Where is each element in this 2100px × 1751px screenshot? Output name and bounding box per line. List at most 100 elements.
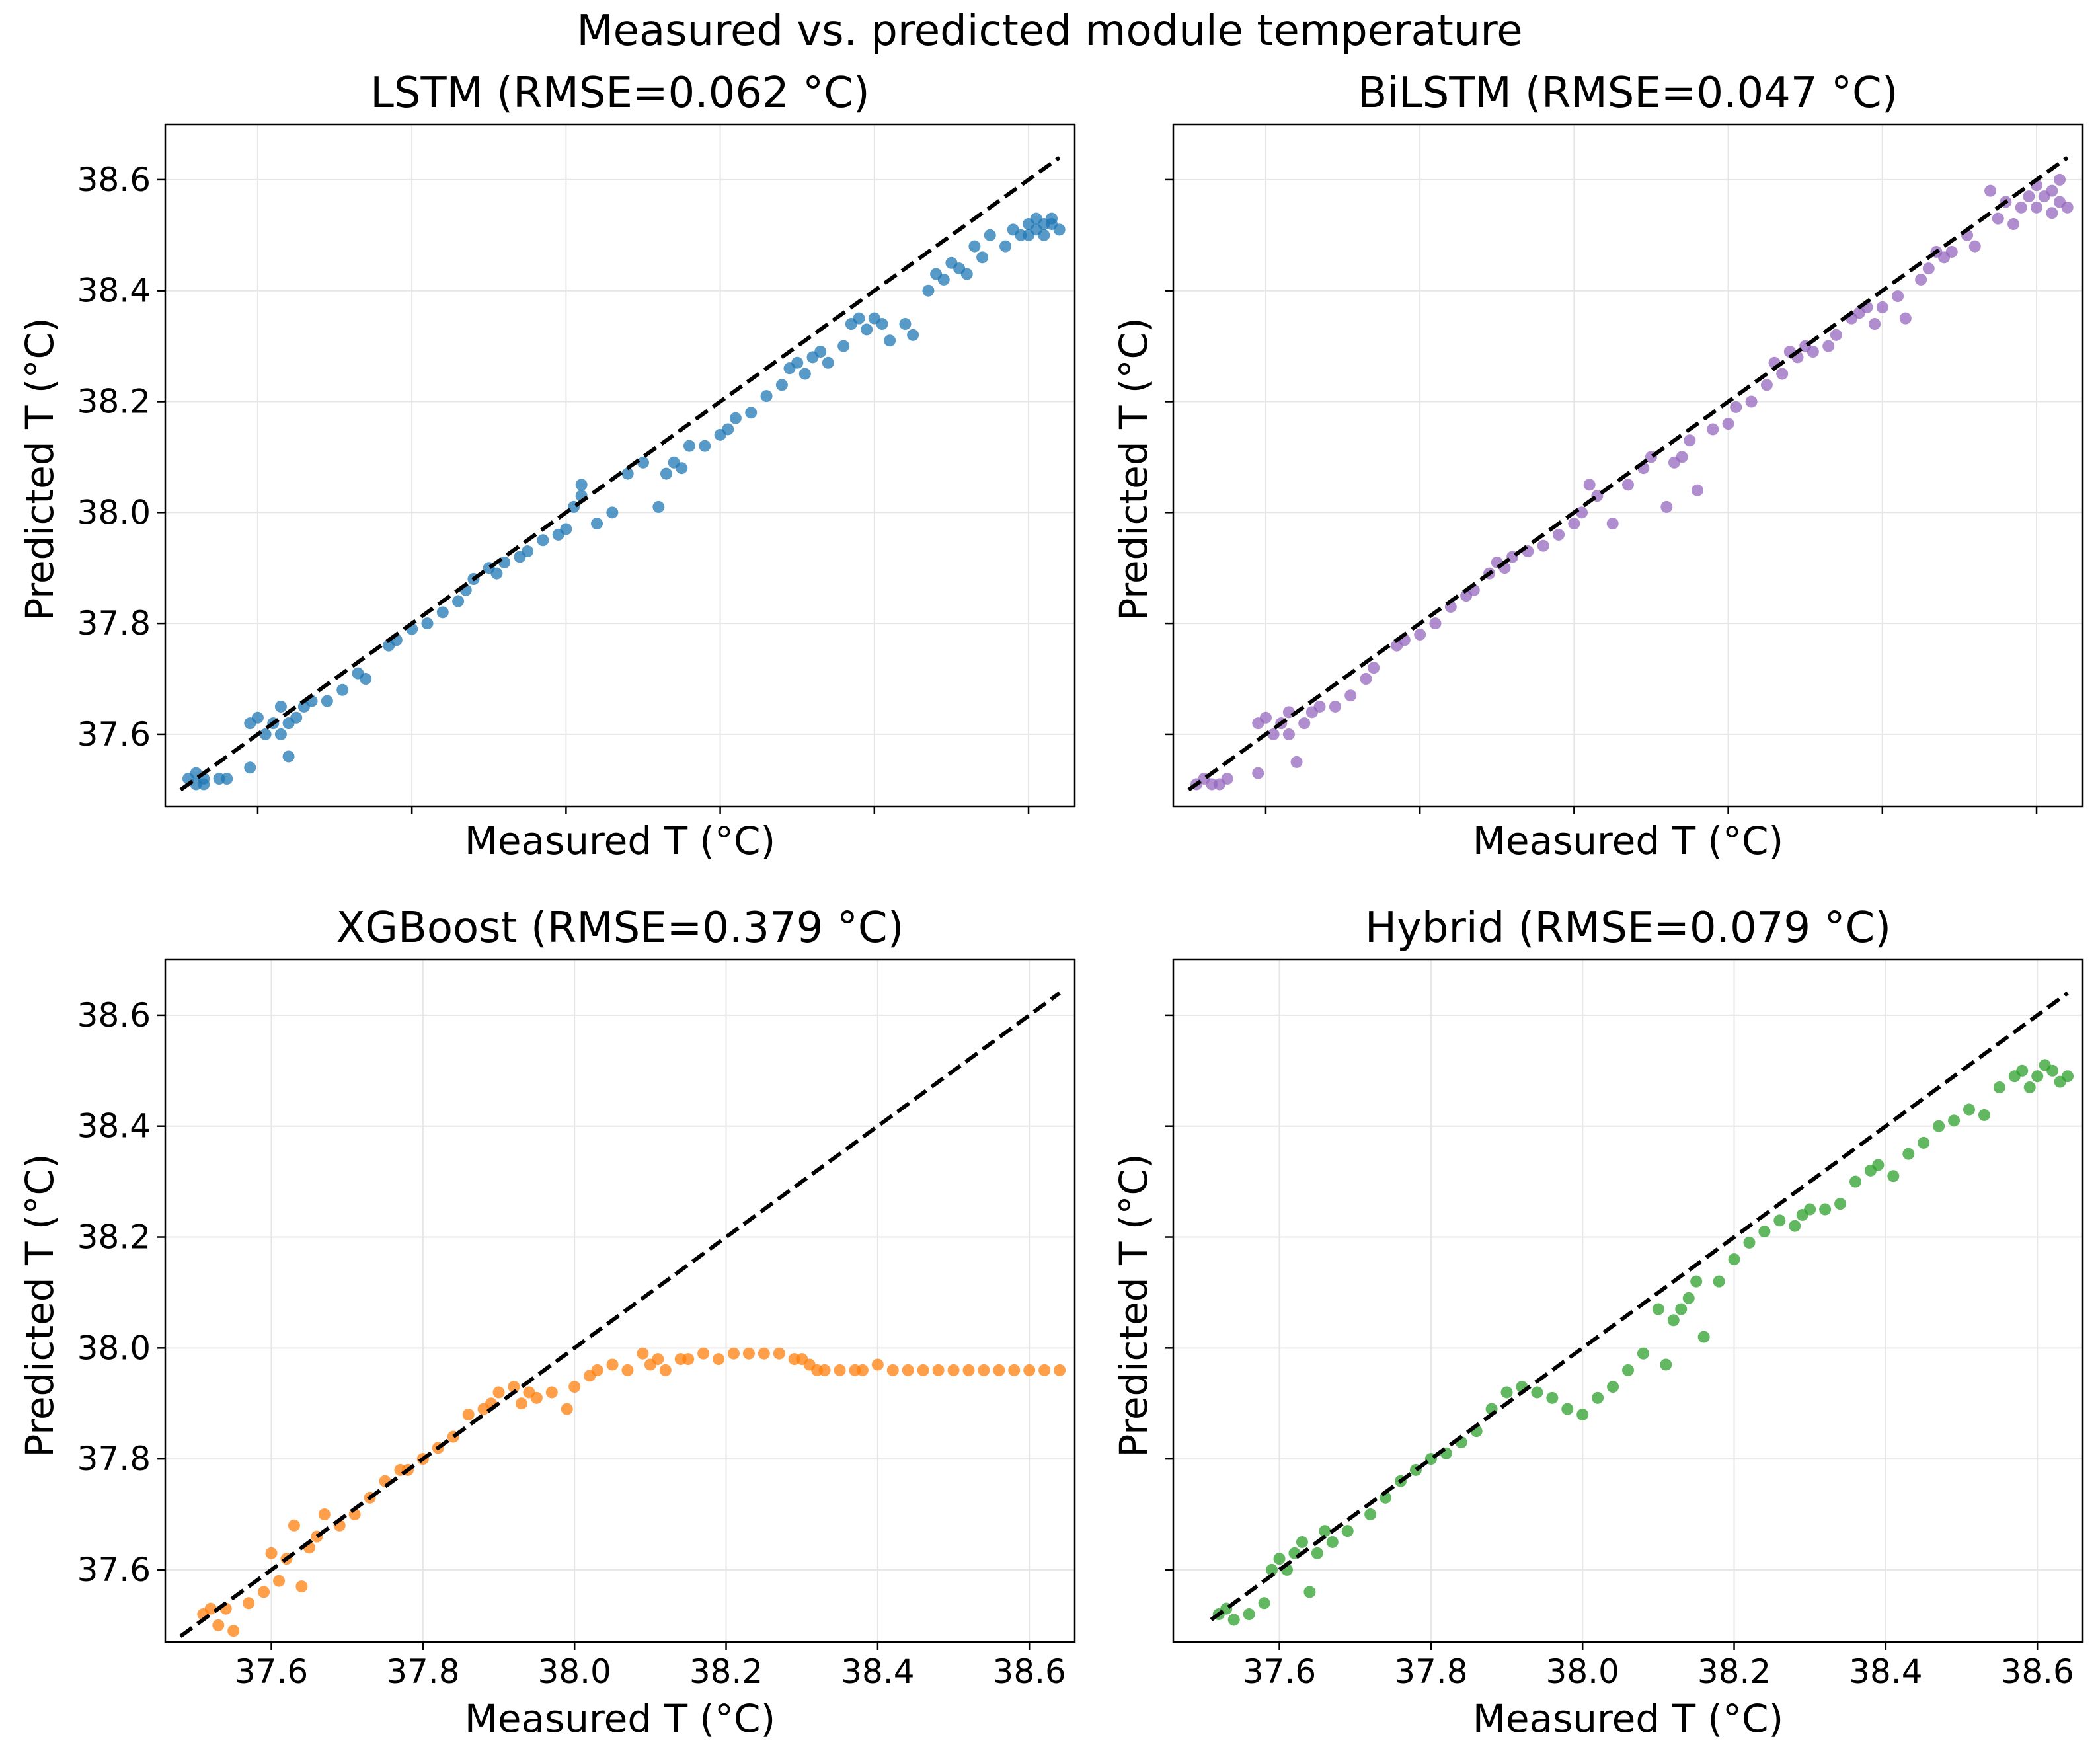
data-point	[837, 340, 850, 352]
scatter-points	[1190, 173, 2074, 791]
y-tick-label: 38.0	[77, 1329, 151, 1367]
data-point	[1804, 1203, 1816, 1216]
data-point	[2046, 1064, 2059, 1077]
data-point	[652, 500, 665, 513]
data-point	[508, 1381, 520, 1393]
x-tick-label: 38.4	[841, 1653, 914, 1691]
panel-hybrid: Hybrid (RMSE=0.079 °C) Measured T (°C) P…	[1111, 904, 2084, 1741]
panel-bilstm: BiLSTM (RMSE=0.047 °C) Measured T (°C) P…	[1111, 69, 2084, 863]
data-point	[1329, 700, 1341, 713]
data-point	[871, 1358, 884, 1371]
data-point	[560, 523, 572, 535]
data-point	[1296, 1536, 1308, 1548]
data-point	[1697, 1331, 1710, 1343]
data-point	[1561, 1403, 1574, 1415]
data-point	[2046, 207, 2058, 219]
data-point	[652, 1353, 664, 1366]
data-point	[1576, 1409, 1589, 1420]
x-axis-label: Measured T (°C)	[465, 818, 775, 863]
data-point	[758, 1347, 770, 1360]
data-point	[775, 379, 788, 391]
plot-frame	[164, 123, 1076, 808]
data-point	[1743, 1236, 1756, 1249]
data-point	[1773, 1214, 1786, 1227]
x-axis-label: Measured T (°C)	[465, 1696, 775, 1741]
data-point	[591, 518, 603, 530]
data-point	[2046, 184, 2058, 197]
data-point	[1360, 673, 1372, 685]
y-tick-label: 38.2	[77, 383, 151, 421]
data-point	[876, 318, 888, 331]
y-tick-label: 37.6	[77, 1551, 151, 1589]
data-point	[1691, 484, 1703, 496]
data-point	[853, 312, 865, 325]
data-point	[1243, 1608, 1255, 1621]
x-axis-label: Measured T (°C)	[1473, 1696, 1783, 1741]
data-point	[1948, 1114, 1961, 1127]
data-point	[1760, 379, 1773, 391]
data-point	[1887, 1170, 1900, 1183]
data-point	[274, 728, 287, 740]
grid	[165, 124, 1075, 806]
y-tick-label: 37.6	[77, 715, 151, 754]
data-point	[621, 1364, 634, 1376]
data-point	[621, 467, 634, 480]
y-axis-label: Predicted T (°C)	[17, 317, 62, 621]
data-point	[962, 1364, 975, 1376]
x-tick-label: 37.6	[1243, 1653, 1316, 1691]
data-point	[606, 506, 619, 519]
data-point	[676, 462, 688, 475]
data-point	[1902, 1148, 1915, 1160]
data-point	[421, 617, 434, 630]
data-point	[822, 356, 834, 369]
y-tick-label: 38.6	[77, 996, 151, 1034]
data-point	[2007, 218, 2020, 231]
data-point	[2023, 1081, 2036, 1093]
data-point	[321, 695, 333, 707]
data-point	[1722, 418, 1734, 430]
panel-lstm: LSTM (RMSE=0.062 °C) Measured T (°C) Pre…	[17, 69, 1076, 863]
data-point	[722, 423, 734, 436]
data-point	[728, 1347, 740, 1360]
scatter-points	[182, 212, 1066, 791]
data-point	[884, 334, 896, 347]
data-point	[1993, 1081, 2005, 1093]
data-point	[978, 1364, 990, 1376]
data-point	[274, 700, 287, 713]
data-point	[1682, 1292, 1695, 1304]
data-point	[2031, 1070, 2044, 1083]
x-tick-label: 38.2	[1697, 1653, 1771, 1691]
data-point	[683, 440, 695, 452]
data-point	[834, 1364, 846, 1376]
data-point	[530, 1391, 543, 1404]
data-point	[1834, 1198, 1847, 1210]
data-point	[1267, 728, 1280, 740]
data-point	[1945, 245, 1958, 258]
data-point	[818, 1364, 831, 1376]
data-point	[1728, 1253, 1740, 1266]
data-point	[1713, 1275, 1725, 1288]
data-point	[886, 1364, 899, 1376]
x-tick-label: 37.8	[1394, 1653, 1467, 1691]
data-point	[258, 1586, 270, 1598]
data-point	[659, 1364, 672, 1376]
data-point	[1978, 1109, 1990, 1121]
data-point	[436, 606, 449, 619]
x-tick-label: 37.6	[235, 1653, 308, 1691]
data-point	[561, 1403, 573, 1415]
data-point	[2023, 190, 2035, 203]
data-point	[773, 1347, 785, 1360]
data-point	[1046, 212, 1058, 225]
data-point	[937, 273, 950, 286]
data-point	[1311, 1547, 1323, 1559]
data-point	[637, 456, 649, 469]
grid	[1173, 124, 2083, 806]
data-point	[2062, 1070, 2074, 1083]
y-tick-label: 38.0	[77, 493, 151, 531]
x-tick-label: 38.4	[1849, 1653, 1922, 1691]
data-point	[932, 1364, 945, 1376]
data-point	[1429, 617, 1442, 630]
data-point	[1053, 223, 1066, 236]
x-tick-label: 37.8	[386, 1653, 459, 1691]
data-point	[568, 1381, 581, 1393]
